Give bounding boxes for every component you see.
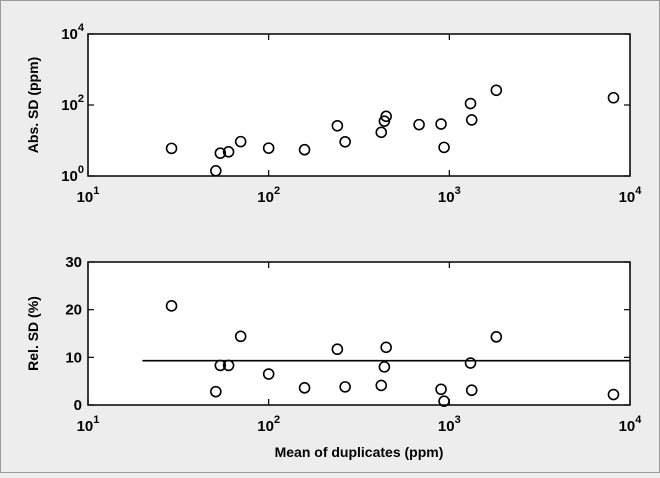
rel-sd-plot-area	[87, 261, 631, 406]
abs-sd-data-point	[214, 147, 227, 159]
abs-sd-plot: 101 102 103 104 100 102 104 Abs. SD (ppm)	[25, 22, 642, 206]
rel-sd-data-point	[165, 300, 178, 312]
rel-sd-data-point	[435, 383, 447, 396]
abs-sd-ylabel: Abs. SD (ppm)	[25, 57, 41, 153]
rel-sd-data-point	[262, 368, 275, 380]
rel-sd-data-point	[380, 341, 392, 354]
rel-sd-data-point	[375, 379, 388, 392]
abs-sd-data-point	[210, 165, 222, 177]
abs-sd-data-point	[375, 126, 388, 139]
rel-sd-data-point	[438, 395, 450, 407]
abs-sd-xtick-label: 103	[438, 185, 461, 206]
abs-sd-data-point	[378, 115, 391, 127]
rel-sd-ytick-label: 10	[65, 349, 82, 366]
rel-sd-data-point	[378, 361, 391, 373]
rel-sd-xtick-label: 101	[77, 414, 100, 435]
abs-sd-data-point	[165, 142, 178, 155]
rel-sd-xlabel: Mean of duplicates (ppm)	[275, 444, 444, 460]
rel-sd-data-point	[210, 385, 222, 398]
abs-sd-data-point	[413, 118, 425, 131]
rel-sd-xtick-label: 102	[257, 414, 280, 435]
abs-sd-ytick-label: 104	[61, 22, 85, 43]
abs-sd-data-point	[490, 84, 503, 97]
rel-sd-data-point	[222, 359, 235, 372]
rel-sd-ylabel: Rel. SD (%)	[25, 296, 41, 371]
rel-sd-data-point	[607, 388, 620, 401]
rel-sd-data-point	[465, 384, 478, 397]
rel-sd-ytick-label: 20	[65, 302, 82, 319]
abs-sd-xtick-label: 104	[619, 185, 643, 206]
rel-sd-data-point	[464, 357, 477, 369]
rel-sd-data-point	[339, 381, 351, 393]
rel-sd-data-point	[490, 331, 503, 343]
abs-sd-data-point	[298, 143, 311, 156]
abs-sd-data-point	[465, 114, 478, 126]
abs-sd-data-point	[435, 118, 447, 130]
rel-sd-plot: 101 102 103 104 0 10 20 30 Rel. SD (%) Mean of du…	[25, 254, 642, 460]
abs-sd-data-point	[607, 91, 620, 104]
rel-sd-ytick-label: 0	[74, 397, 82, 414]
rel-sd-data-point	[298, 382, 311, 394]
rel-sd-ytick-label: 30	[65, 254, 82, 271]
abs-sd-data-point	[222, 146, 235, 158]
abs-sd-data-point	[464, 97, 477, 110]
abs-sd-xtick-label: 102	[257, 185, 280, 206]
abs-sd-plot-area	[87, 33, 631, 177]
rel-sd-data-point	[331, 343, 344, 356]
abs-sd-data-point	[438, 141, 450, 154]
rel-sd-xtick-label: 104	[619, 414, 643, 435]
abs-sd-data-point	[339, 135, 351, 148]
abs-sd-ytick-label: 102	[61, 93, 84, 114]
abs-sd-data-point	[331, 119, 344, 132]
abs-sd-data-point	[380, 110, 392, 123]
rel-sd-xtick-label: 103	[438, 414, 461, 435]
abs-sd-data-point	[262, 142, 275, 154]
abs-sd-xtick-label: 101	[77, 185, 100, 206]
rel-sd-data-point	[214, 359, 227, 372]
abs-sd-data-point	[234, 135, 247, 148]
abs-sd-ytick-label: 100	[61, 164, 84, 185]
rel-sd-data-point	[234, 330, 247, 343]
